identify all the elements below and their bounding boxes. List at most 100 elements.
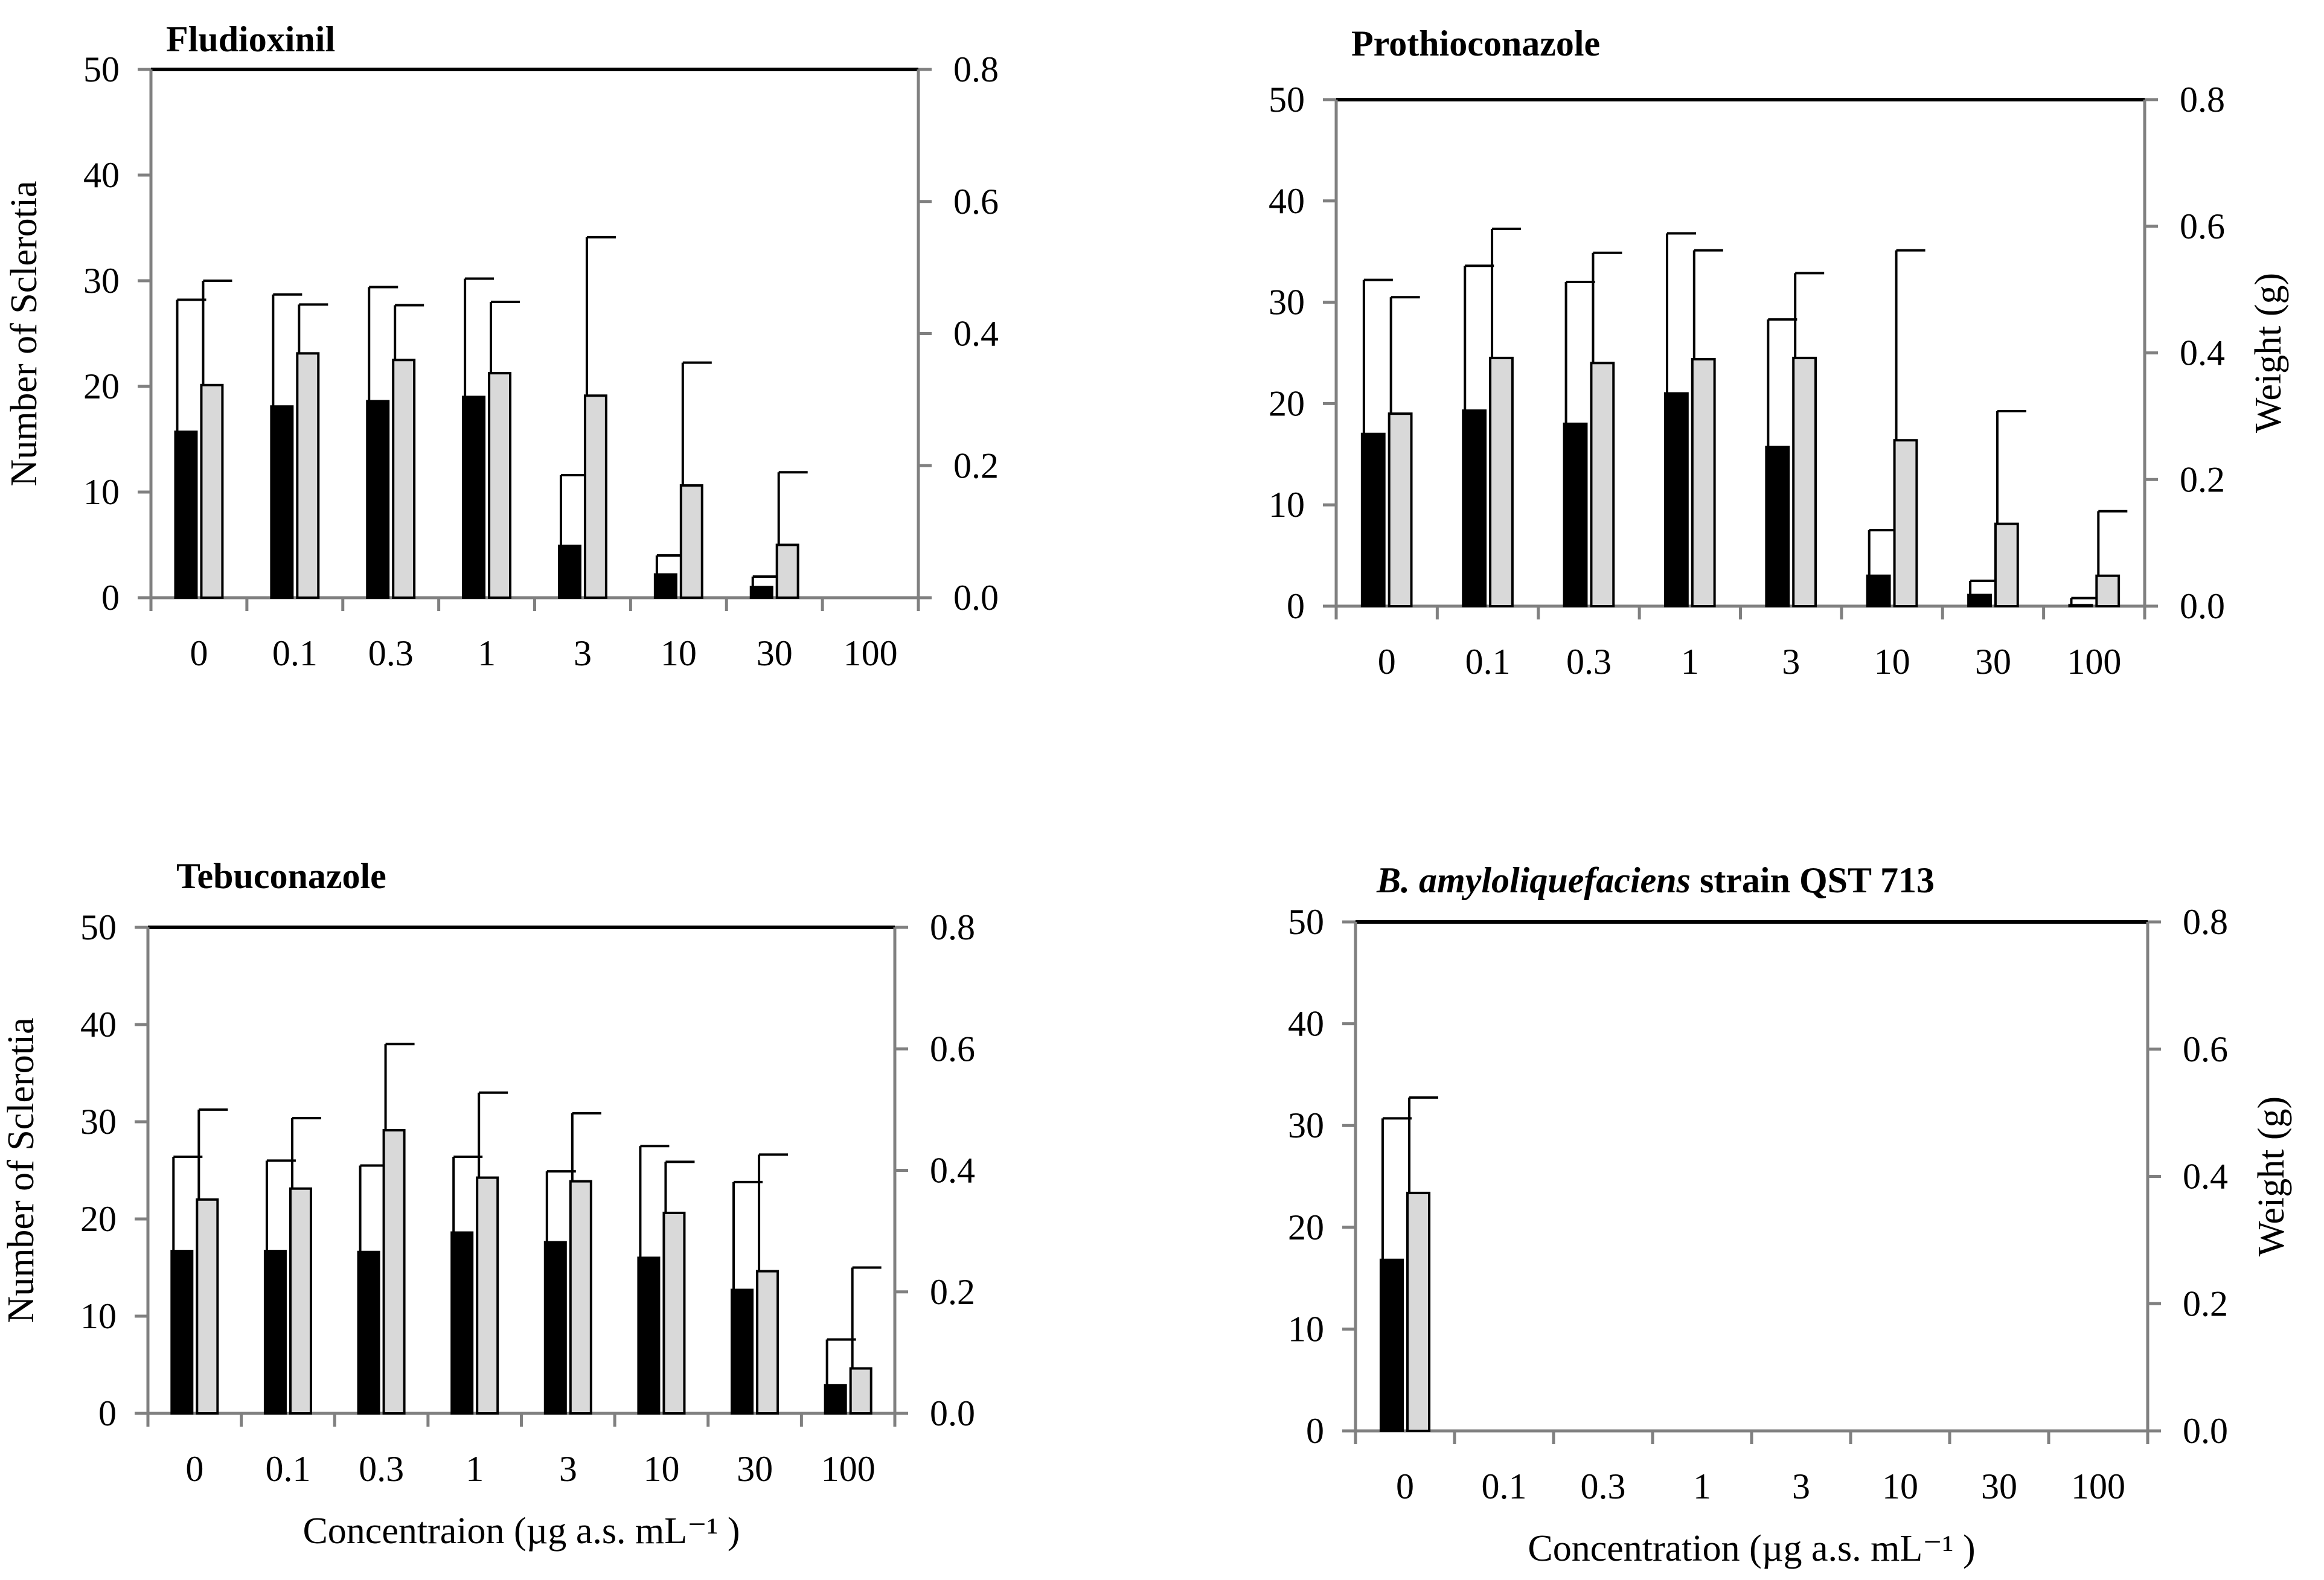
- x-tick-label: 0.1: [265, 1449, 310, 1489]
- y2-tick-label: 0.4: [2183, 1157, 2228, 1197]
- weight-bar: [679, 484, 703, 599]
- y-tick-label: 10: [1288, 1309, 1324, 1349]
- x-tick-label: 0.3: [1566, 642, 1612, 682]
- y2-tick-label: 0.4: [953, 314, 999, 354]
- weight-bar: [849, 1367, 872, 1415]
- sclerotia-bar: [1563, 422, 1588, 608]
- sclerotia-bar: [357, 1250, 380, 1415]
- y2-tick-label: 0.0: [2183, 1411, 2228, 1451]
- chart-title-italic: B. amyloliquefaciens: [1376, 860, 1700, 900]
- sclerotia-bar: [450, 1231, 474, 1415]
- x-tick-label: 30: [757, 633, 793, 673]
- weight-bar: [1590, 362, 1615, 608]
- y-tick-label: 0: [1306, 1411, 1324, 1451]
- weight-bar: [488, 372, 512, 599]
- y-tick-label: 50: [83, 50, 120, 89]
- x-axis-label: Concentraion (µg a.s. mL⁻¹ ): [303, 1511, 740, 1552]
- weight-bar: [296, 352, 320, 599]
- y-tick-label: 0: [1287, 586, 1305, 626]
- x-tick-label: 100: [2071, 1466, 2125, 1506]
- sclerotia-bar: [637, 1256, 661, 1415]
- y-tick-label: 40: [83, 155, 120, 195]
- y-tick-label: 20: [1288, 1207, 1324, 1247]
- x-tick-label: 3: [1782, 642, 1800, 682]
- y2-tick-label: 0.2: [2183, 1284, 2228, 1323]
- weight-bar: [382, 1129, 406, 1415]
- x-tick-label: 0.3: [368, 633, 414, 673]
- x-axis-label: Concentration (µg a.s. mL⁻¹ ): [1528, 1528, 1975, 1569]
- chart-title: B. amyloliquefaciens strain QST 713: [1376, 860, 1935, 900]
- chart-panel-2: Prothioconazole010203040500.00.20.40.60.…: [1269, 24, 2289, 682]
- chart-title: Tebuconazole: [176, 856, 386, 896]
- x-tick-label: 1: [1681, 642, 1699, 682]
- y-axis-label: Number of Sclerotia: [4, 181, 45, 486]
- weight-bar: [476, 1176, 499, 1415]
- weight-bar: [1406, 1191, 1431, 1432]
- sclerotia-bar: [174, 430, 198, 599]
- y-tick-label: 10: [80, 1296, 117, 1336]
- weight-bar: [200, 383, 224, 599]
- y2-tick-label: 0.6: [930, 1029, 975, 1069]
- x-tick-label: 10: [1874, 642, 1910, 682]
- sclerotia-bar: [462, 395, 486, 599]
- sclerotia-bar: [270, 405, 294, 599]
- y-tick-label: 40: [1269, 181, 1305, 221]
- sclerotia-bar: [366, 400, 390, 599]
- y2-tick-label: 0.4: [2180, 333, 2225, 373]
- sclerotia-bar: [1765, 446, 1790, 608]
- sclerotia-bar: [170, 1250, 194, 1415]
- x-tick-label: 0.3: [359, 1449, 404, 1489]
- chart-title: Prothioconazole: [1351, 24, 1600, 63]
- y-tick-label: 40: [1288, 1004, 1324, 1044]
- y-tick-label: 30: [80, 1102, 117, 1142]
- y-tick-label: 50: [1288, 902, 1324, 942]
- y-tick-label: 20: [83, 366, 120, 406]
- x-tick-label: 100: [2067, 642, 2121, 682]
- x-tick-label: 0.1: [1465, 642, 1511, 682]
- sclerotia-bar: [263, 1250, 287, 1415]
- y-tick-label: 20: [80, 1199, 117, 1239]
- weight-bar: [1489, 356, 1514, 607]
- weight-bar: [662, 1211, 686, 1415]
- x-tick-label: 3: [1792, 1466, 1810, 1506]
- x-tick-label: 100: [821, 1449, 876, 1489]
- x-tick-label: 1: [1693, 1466, 1711, 1506]
- y2-axis-label: Weight (g): [2251, 1096, 2292, 1256]
- sclerotia-bar: [1866, 574, 1891, 607]
- sclerotia-bar: [1462, 409, 1487, 607]
- y2-tick-label: 0.8: [930, 907, 975, 947]
- weight-bar: [2095, 574, 2121, 607]
- y2-tick-label: 0.8: [953, 50, 999, 89]
- x-tick-label: 10: [643, 1449, 679, 1489]
- weight-bar: [289, 1187, 312, 1415]
- weight-bar: [583, 394, 607, 599]
- x-tick-label: 1: [478, 633, 496, 673]
- x-tick-label: 30: [737, 1449, 773, 1489]
- y-tick-label: 50: [1269, 80, 1305, 120]
- x-tick-label: 10: [661, 633, 697, 673]
- x-tick-label: 10: [1882, 1466, 1918, 1506]
- y-tick-label: 10: [1269, 485, 1305, 525]
- y2-tick-label: 0.8: [2183, 902, 2228, 942]
- x-tick-label: 0: [1378, 642, 1396, 682]
- sclerotia-bar: [557, 545, 581, 599]
- sclerotia-bar: [731, 1288, 754, 1415]
- x-tick-label: 0.1: [1482, 1466, 1527, 1506]
- y2-tick-label: 0.0: [953, 578, 999, 618]
- weight-bar: [756, 1270, 779, 1415]
- y-tick-label: 40: [80, 1005, 117, 1044]
- x-tick-label: 0: [185, 1449, 203, 1489]
- weight-bar: [569, 1180, 592, 1415]
- sclerotia-bar: [1379, 1258, 1404, 1432]
- sclerotia-bar: [1663, 392, 1689, 607]
- sclerotia-bar: [1967, 593, 1992, 607]
- x-tick-label: 30: [1981, 1466, 2017, 1506]
- y2-tick-label: 0.6: [2183, 1029, 2228, 1069]
- y-tick-label: 50: [80, 907, 117, 947]
- sclerotia-bar: [1360, 432, 1386, 607]
- sclerotia-bar: [653, 573, 677, 599]
- y2-tick-label: 0.6: [2180, 206, 2225, 246]
- chart-panel-1: Fludioxinil 0 10 20 30 40 50 0.0 0.2 0.4 0.6 0.8 0 0.…: [4, 19, 999, 673]
- chart-title-text: Tebuconazole: [176, 856, 386, 896]
